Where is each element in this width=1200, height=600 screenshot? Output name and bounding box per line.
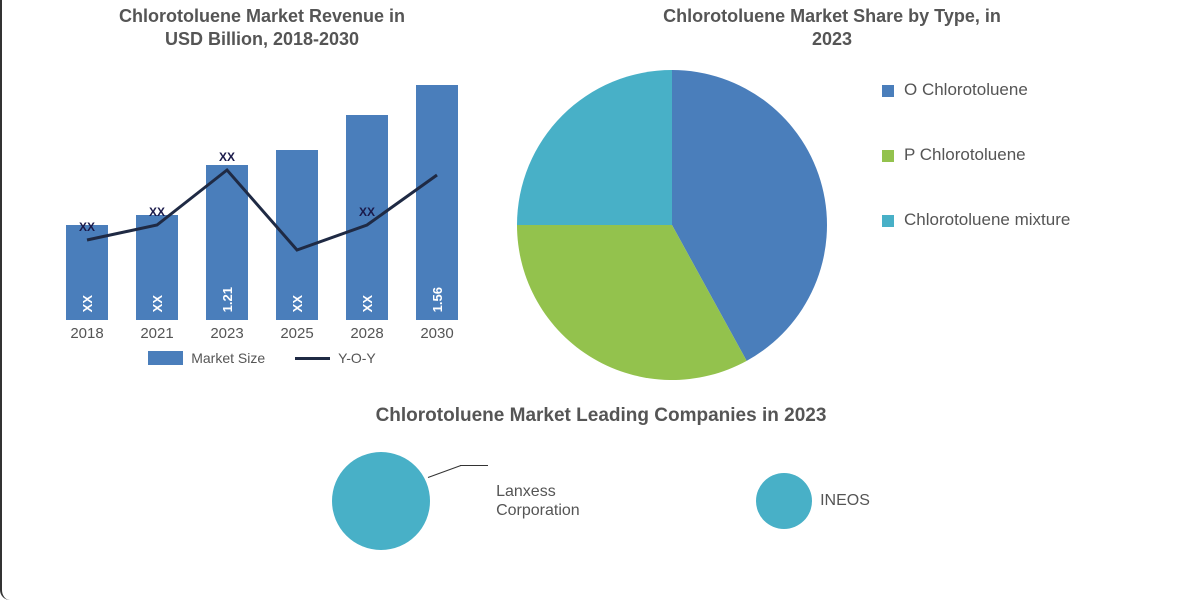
x-tick-label: 2025 [272, 325, 322, 342]
company-bubble-group: INEOS [756, 473, 870, 529]
pie-legend: O Chlorotoluene P Chlorotoluene Chlorotolu… [852, 60, 1070, 385]
pie-legend-label: P Chlorotoluene [904, 145, 1026, 165]
bar-title-line1: Chlorotoluene Market Revenue in [32, 5, 492, 28]
bar-chart-title: Chlorotoluene Market Revenue in USD Bill… [32, 5, 492, 50]
pie-legend-label: O Chlorotoluene [904, 80, 1028, 100]
pie-legend-item: Chlorotoluene mixture [882, 210, 1070, 230]
legend-swatch-bar [148, 351, 183, 365]
legend-swatch [882, 85, 894, 97]
pie-chart-title: Chlorotoluene Market Share by Type, in 2… [492, 5, 1172, 50]
pie-chart-section: Chlorotoluene Market Share by Type, in 2… [492, 5, 1172, 385]
pie-slice [517, 70, 672, 225]
pie-legend-item: P Chlorotoluene [882, 145, 1070, 165]
x-tick-label: 2018 [62, 325, 112, 342]
bubbles-row: Lanxess Corporation INEOS [2, 452, 1200, 550]
infographic-container: Chlorotoluene Market Revenue in USD Bill… [0, 0, 1200, 600]
pie-legend-item: O Chlorotoluene [882, 80, 1070, 100]
company-label: INEOS [820, 491, 870, 510]
bar-title-line2: USD Billion, 2018-2030 [32, 28, 492, 51]
x-tick-label: 2028 [342, 325, 392, 342]
x-tick-label: 2023 [202, 325, 252, 342]
company-bubble [332, 452, 430, 550]
legend-swatch-line [295, 357, 330, 360]
legend-yoy: Y-O-Y [295, 350, 376, 366]
x-tick-label: 2021 [132, 325, 182, 342]
company-label: Lanxess Corporation [496, 482, 636, 520]
legend-swatch [882, 215, 894, 227]
legend-line-label: Y-O-Y [338, 350, 376, 366]
company-bubble [756, 473, 812, 529]
companies-title: Chlorotoluene Market Leading Companies i… [2, 405, 1200, 427]
company-bubble-group: Lanxess Corporation [332, 452, 636, 550]
pie-chart [512, 65, 832, 385]
legend-market-size: Market Size [148, 350, 265, 366]
line-point-label: XX [79, 220, 95, 234]
x-tick-label: 2030 [412, 325, 462, 342]
x-axis-labels: 2018 2021 2023 2025 2028 2030 [52, 320, 472, 342]
pie-wrap [492, 60, 852, 385]
bar-chart-legend: Market Size Y-O-Y [32, 350, 492, 366]
line-point-label: XX [359, 205, 375, 219]
line-point-label: XX [219, 150, 235, 164]
pie-legend-label: Chlorotoluene mixture [904, 210, 1070, 230]
pie-title-line2: 2023 [492, 28, 1172, 51]
bar-chart-section: Chlorotoluene Market Revenue in USD Bill… [32, 5, 492, 385]
line-point-label: XX [149, 205, 165, 219]
companies-section: Chlorotoluene Market Leading Companies i… [2, 395, 1200, 550]
legend-bar-label: Market Size [191, 350, 265, 366]
bar-chart-area: XXXX1.21XXXX1.56 XXXXXXXX 20182021202320… [52, 60, 472, 340]
leader-line [438, 452, 488, 550]
legend-swatch [882, 150, 894, 162]
line-labels: XX XX XX XX [52, 60, 472, 320]
pie-title-line1: Chlorotoluene Market Share by Type, in [492, 5, 1172, 28]
top-row: Chlorotoluene Market Revenue in USD Bill… [2, 0, 1200, 395]
